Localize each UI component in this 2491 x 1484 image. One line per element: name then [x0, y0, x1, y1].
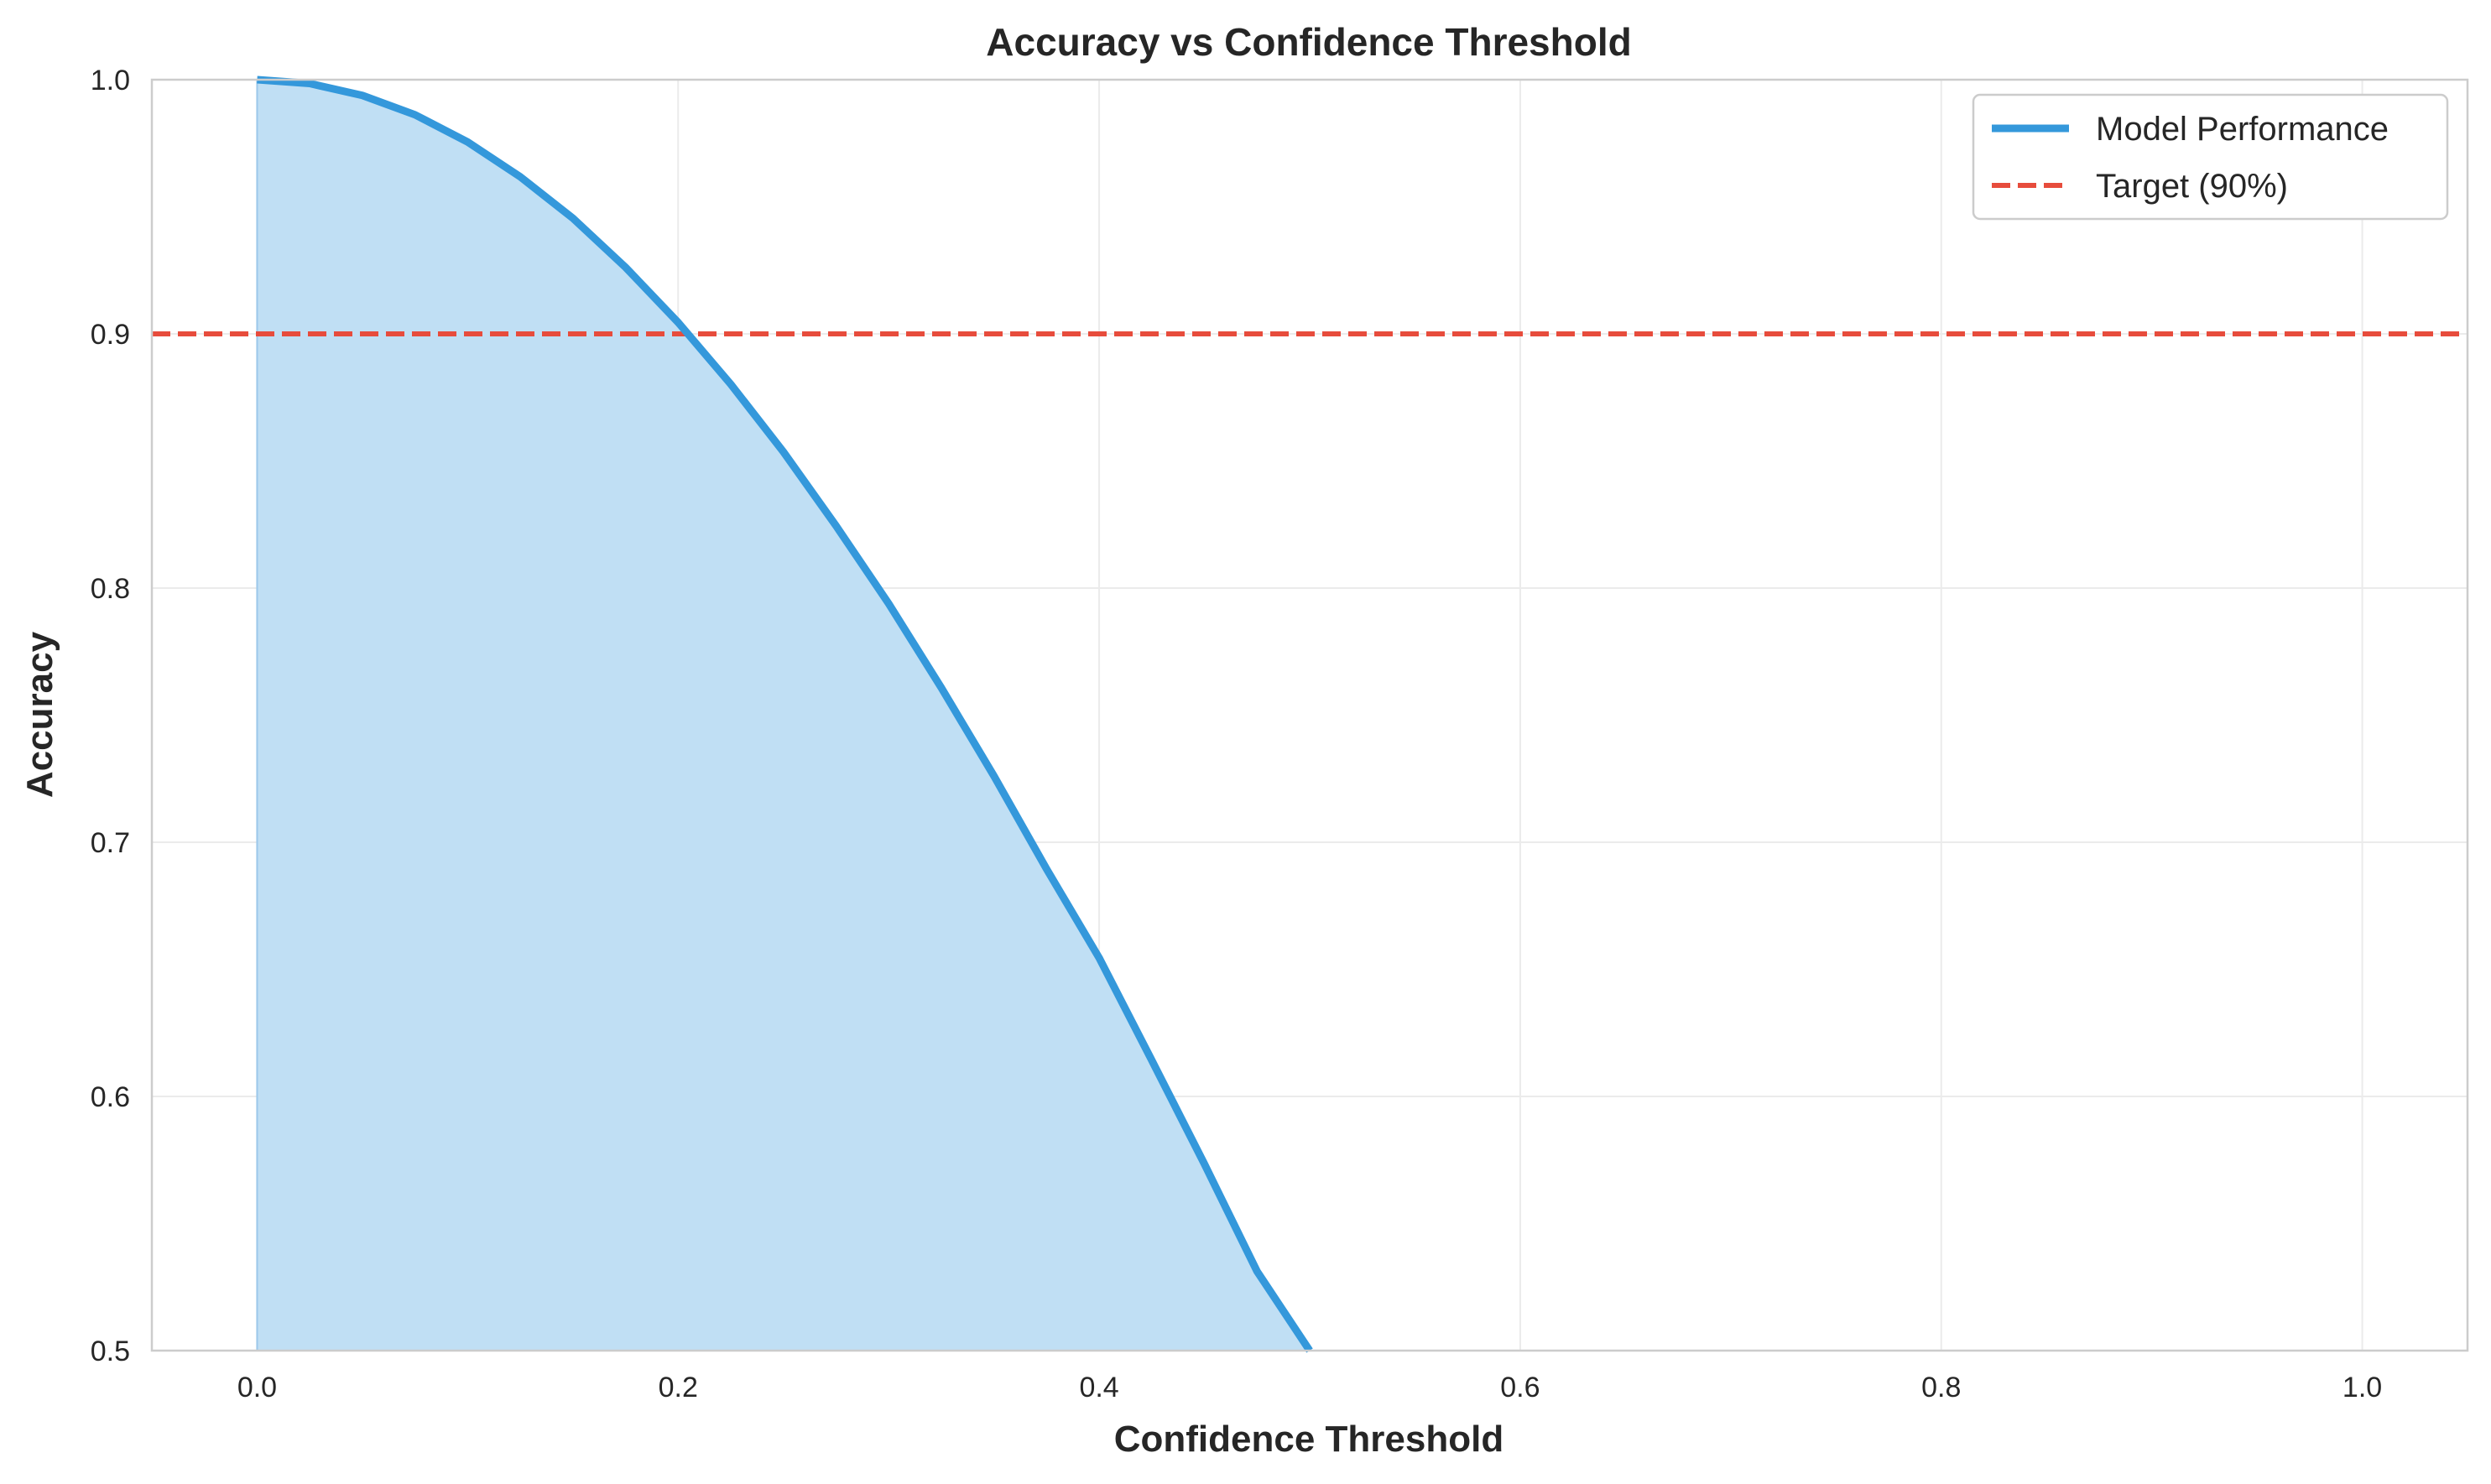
legend: Model Performance Target (90%)	[1972, 93, 2449, 221]
y-tick-label: 0.7	[91, 827, 130, 859]
y-tick-label: 1.0	[91, 65, 130, 96]
series-layer	[152, 76, 2468, 1353]
legend-label-target: Target (90%)	[2096, 168, 2288, 205]
y-axis-label: Accuracy	[19, 631, 60, 798]
x-tick-label: 0.8	[1921, 1372, 1961, 1403]
legend-label-model-performance: Model Performance	[2096, 111, 2389, 148]
x-tick-label: 0.6	[1500, 1372, 1540, 1403]
model-performance-line	[257, 76, 1313, 1353]
x-tick-label: 0.2	[659, 1372, 698, 1403]
plot-area	[150, 76, 2469, 1353]
x-tick-label: 0.0	[237, 1372, 277, 1403]
chart-title: Accuracy vs Confidence Threshold	[986, 20, 1631, 64]
x-axis-label: Confidence Threshold	[1114, 1419, 1503, 1460]
plot-frame	[150, 78, 2469, 1352]
model-performance-fill	[257, 80, 1310, 1351]
y-tick-label: 0.8	[91, 573, 130, 605]
y-tick-label: 0.6	[91, 1081, 130, 1113]
y-tick-label: 0.5	[91, 1336, 130, 1367]
tick-labels: 0.0 0.2 0.4 0.6 0.8 1.0 0.5 0.6 0.7 0.8 0.9 1.0	[91, 65, 2382, 1403]
y-tick-label: 0.9	[91, 319, 130, 351]
x-tick-label: 0.4	[1079, 1372, 1118, 1403]
x-tick-label: 1.0	[2342, 1372, 2382, 1403]
legend-box	[1972, 93, 2449, 221]
